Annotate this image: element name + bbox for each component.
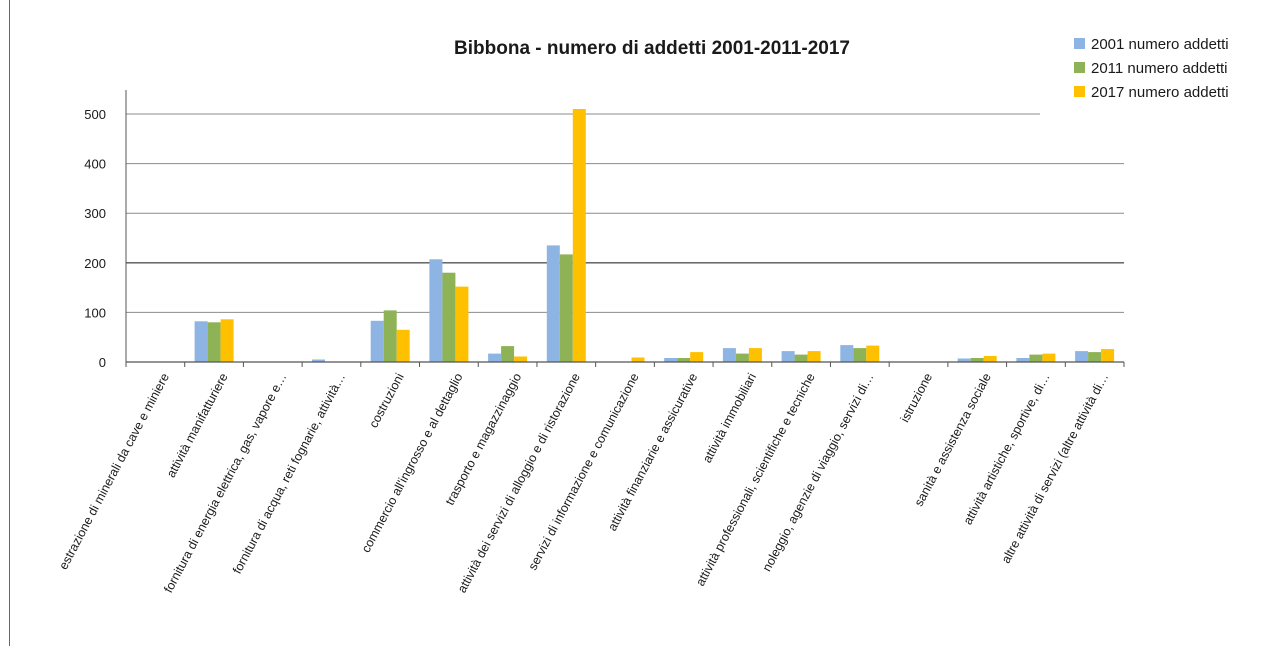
bar [748,348,762,362]
bar [1101,349,1115,362]
bar [853,348,867,362]
legend-label: 2011 numero addetti [1091,60,1228,77]
category-label: attività manifatturiere [164,371,231,480]
bar [1042,353,1056,362]
bar [840,345,854,362]
category-label: attività dei servizi di alloggio e di ri… [455,371,583,595]
bar [722,348,736,362]
bar [370,320,384,362]
bar [866,345,880,362]
category-labels: estrazione di minerali da cave e miniere… [56,371,1111,595]
category-label: estrazione di minerali da cave e miniere [56,371,172,572]
bar [383,310,397,362]
bar [207,322,221,362]
legend-label: 2017 numero addetti [1091,84,1229,101]
y-tick-label: 500 [84,107,106,122]
bar [1088,352,1102,362]
bar [396,329,410,362]
bar [501,346,515,362]
bar [429,259,443,362]
category-label: istruzione [898,371,935,425]
bar [455,286,469,362]
legend-label: 2001 numero addetti [1091,36,1229,53]
bar [514,356,528,362]
category-label: noleggio, agenzie di viaggio, servizi di… [760,371,877,574]
bar [970,358,984,362]
bar [572,109,586,362]
axes: 0 100 200 300 400 500 [84,90,1125,370]
legend: 2001 numero addetti 2011 numero addetti 20… [1074,36,1229,101]
legend-swatch [1074,86,1085,97]
bar [664,358,678,362]
bar [781,351,795,362]
bar [957,358,971,362]
bar [631,357,645,362]
y-tick-label: 100 [84,305,106,320]
bar [794,354,808,362]
bar [220,319,234,362]
chart-title: Bibbona - numero di addetti 2001-2011-20… [454,38,850,59]
bar [1075,351,1089,362]
legend-swatch [1074,62,1085,73]
category-label: altre attività di servizi (altre attivit… [999,371,1111,566]
category-label: costruzioni [366,371,406,430]
category-label: commercio all'ingrosso e al dettaglio [359,371,466,555]
category-label: fornitura di acqua, reti fognarie, attiv… [230,371,348,576]
bar [983,356,997,362]
category-label: servizi di informazione e comunicazione [526,371,642,573]
bar [194,321,208,362]
y-tick-label: 300 [84,206,106,221]
bar [807,351,821,362]
bars [194,109,1115,362]
bar [1029,354,1043,362]
gridlines [126,113,1124,313]
bar [559,254,573,362]
bar [690,352,704,362]
bar [735,353,749,362]
bar [677,358,691,362]
bar [312,359,325,362]
bar [1016,358,1030,362]
category-label: attività immobiliari [700,371,759,465]
y-tick-label: 200 [84,256,106,271]
bar [546,245,560,362]
y-tick-label: 0 [99,355,106,370]
left-border-line [9,0,10,646]
legend-swatch [1074,38,1085,49]
category-label: attività professionali, scientifiche e t… [693,371,818,589]
bar [442,272,456,362]
bar [488,353,502,362]
category-label: fornitura di energia elettrica, gas, vap… [161,371,289,595]
y-tick-label: 400 [84,157,106,172]
